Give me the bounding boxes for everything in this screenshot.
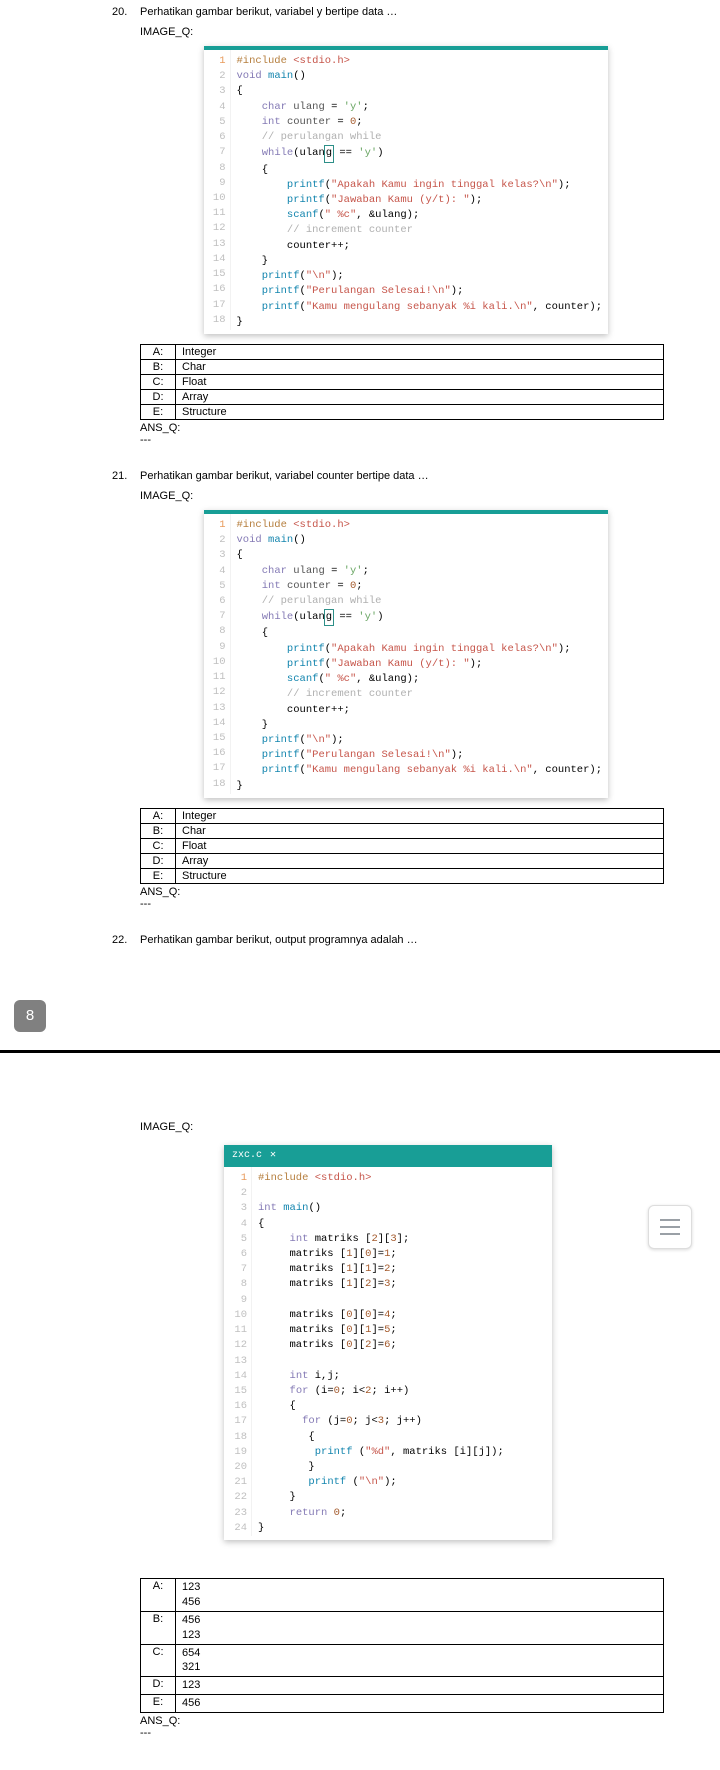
answer-text: Integer: [176, 344, 664, 359]
answer-text: Structure: [176, 404, 664, 419]
question-text: Perhatikan gambar berikut, output progra…: [140, 934, 664, 946]
answer-letter: B:: [141, 823, 176, 838]
answer-text: 123 456: [176, 1579, 664, 1612]
code-block: 1 2 3 4 5 6 7 8 9 10 11 12 13 14 15 16 1…: [204, 50, 608, 330]
dashes: ---: [140, 434, 664, 446]
question-number: 21.: [112, 470, 140, 482]
editor-tabbar: zxc.c ✕: [224, 1145, 552, 1167]
code-card-q20: 1 2 3 4 5 6 7 8 9 10 11 12 13 14 15 16 1…: [204, 46, 608, 334]
page-1-content: 20. Perhatikan gambar berikut, variabel …: [0, 6, 720, 1026]
image-q-label: IMAGE_Q:: [140, 1121, 664, 1133]
answer-text: Float: [176, 374, 664, 389]
code-card-q21: 1 2 3 4 5 6 7 8 9 10 11 12 13 14 15 16 1…: [204, 510, 608, 798]
answer-letter: D:: [141, 1677, 176, 1695]
page-number-badge: 8: [14, 1000, 46, 1032]
answer-letter: C:: [141, 1644, 176, 1677]
answer-text: Array: [176, 853, 664, 868]
close-icon[interactable]: ✕: [270, 1149, 276, 1164]
table-row: A:Integer: [141, 344, 664, 359]
answer-letter: C:: [141, 374, 176, 389]
answers-q22: A:123 456 B:456 123 C:654 321 D:123 E:45…: [140, 1578, 664, 1713]
answer-text: Float: [176, 838, 664, 853]
question-20: 20. Perhatikan gambar berikut, variabel …: [112, 6, 664, 18]
answer-text: 456: [176, 1695, 664, 1713]
table-row: E:Structure: [141, 404, 664, 419]
table-row: D:Array: [141, 853, 664, 868]
table-row: B:456 123: [141, 1611, 664, 1644]
answer-letter: B:: [141, 359, 176, 374]
table-row: B:Char: [141, 823, 664, 838]
code-card-q22: zxc.c ✕ 1 2 3 4 5 6 7 8 9 10 11 12 13 14…: [224, 1145, 552, 1540]
answer-letter: D:: [141, 389, 176, 404]
answer-text: 123: [176, 1677, 664, 1695]
menu-icon[interactable]: [648, 1205, 692, 1249]
answer-letter: B:: [141, 1611, 176, 1644]
table-row: C:654 321: [141, 1644, 664, 1677]
answer-text: Array: [176, 389, 664, 404]
question-number: 22.: [112, 934, 140, 946]
gutter: 1 2 3 4 5 6 7 8 9 10 11 12 13 14 15 16 1…: [204, 514, 231, 794]
question-number: 20.: [112, 6, 140, 18]
answer-letter: E:: [141, 404, 176, 419]
question-21: 21. Perhatikan gambar berikut, variabel …: [112, 470, 664, 482]
gutter: 1 2 3 4 5 6 7 8 9 10 11 12 13 14 15 16 1…: [204, 50, 231, 330]
table-row: D:123: [141, 1677, 664, 1695]
answers-q21: A:Integer B:Char C:Float D:Array E:Struc…: [140, 808, 664, 884]
code-block: 1 2 3 4 5 6 7 8 9 10 11 12 13 14 15 16 1…: [204, 514, 608, 794]
answer-text: 654 321: [176, 1644, 664, 1677]
answer-letter: C:: [141, 838, 176, 853]
answer-letter: A:: [141, 808, 176, 823]
question-22: 22. Perhatikan gambar berikut, output pr…: [112, 934, 664, 946]
answer-letter: A:: [141, 1579, 176, 1612]
ans-q-label: ANS_Q:: [140, 1715, 664, 1727]
answers-q20: A:Integer B:Char C:Float D:Array E:Struc…: [140, 344, 664, 420]
answer-letter: E:: [141, 868, 176, 883]
code-src: #include <stdio.h> void main() { char ul…: [231, 50, 609, 330]
answer-text: Structure: [176, 868, 664, 883]
page-2-content: IMAGE_Q: zxc.c ✕ 1 2 3 4 5 6 7 8 9 10 11…: [0, 1121, 720, 1739]
table-row: A:123 456: [141, 1579, 664, 1612]
table-row: D:Array: [141, 389, 664, 404]
question-text: Perhatikan gambar berikut, variabel y be…: [140, 6, 664, 18]
code-src: #include <stdio.h> void main() { char ul…: [231, 514, 609, 794]
answer-text: Char: [176, 359, 664, 374]
dashes: ---: [140, 1727, 664, 1739]
gutter: 1 2 3 4 5 6 7 8 9 10 11 12 13 14 15 16 1…: [224, 1167, 252, 1536]
answer-letter: E:: [141, 1695, 176, 1713]
image-q-label: IMAGE_Q:: [140, 490, 664, 502]
answer-text: 456 123: [176, 1611, 664, 1644]
dashes: ---: [140, 898, 664, 910]
table-row: E:Structure: [141, 868, 664, 883]
table-row: C:Float: [141, 374, 664, 389]
table-row: E:456: [141, 1695, 664, 1713]
image-q-label: IMAGE_Q:: [140, 26, 664, 38]
page-1: 20. Perhatikan gambar berikut, variabel …: [0, 6, 720, 1050]
answer-letter: A:: [141, 344, 176, 359]
table-row: C:Float: [141, 838, 664, 853]
answer-letter: D:: [141, 853, 176, 868]
tab-filename[interactable]: zxc.c: [232, 1149, 262, 1164]
ans-q-label: ANS_Q:: [140, 422, 664, 434]
table-row: B:Char: [141, 359, 664, 374]
page-2: IMAGE_Q: zxc.c ✕ 1 2 3 4 5 6 7 8 9 10 11…: [0, 1053, 720, 1763]
answer-text: Integer: [176, 808, 664, 823]
code-block: 1 2 3 4 5 6 7 8 9 10 11 12 13 14 15 16 1…: [224, 1167, 552, 1536]
question-text: Perhatikan gambar berikut, variabel coun…: [140, 470, 664, 482]
page-number: 8: [26, 1007, 34, 1024]
table-row: A:Integer: [141, 808, 664, 823]
answer-text: Char: [176, 823, 664, 838]
ans-q-label: ANS_Q:: [140, 886, 664, 898]
code-src: #include <stdio.h> int main() { int matr…: [252, 1167, 552, 1536]
